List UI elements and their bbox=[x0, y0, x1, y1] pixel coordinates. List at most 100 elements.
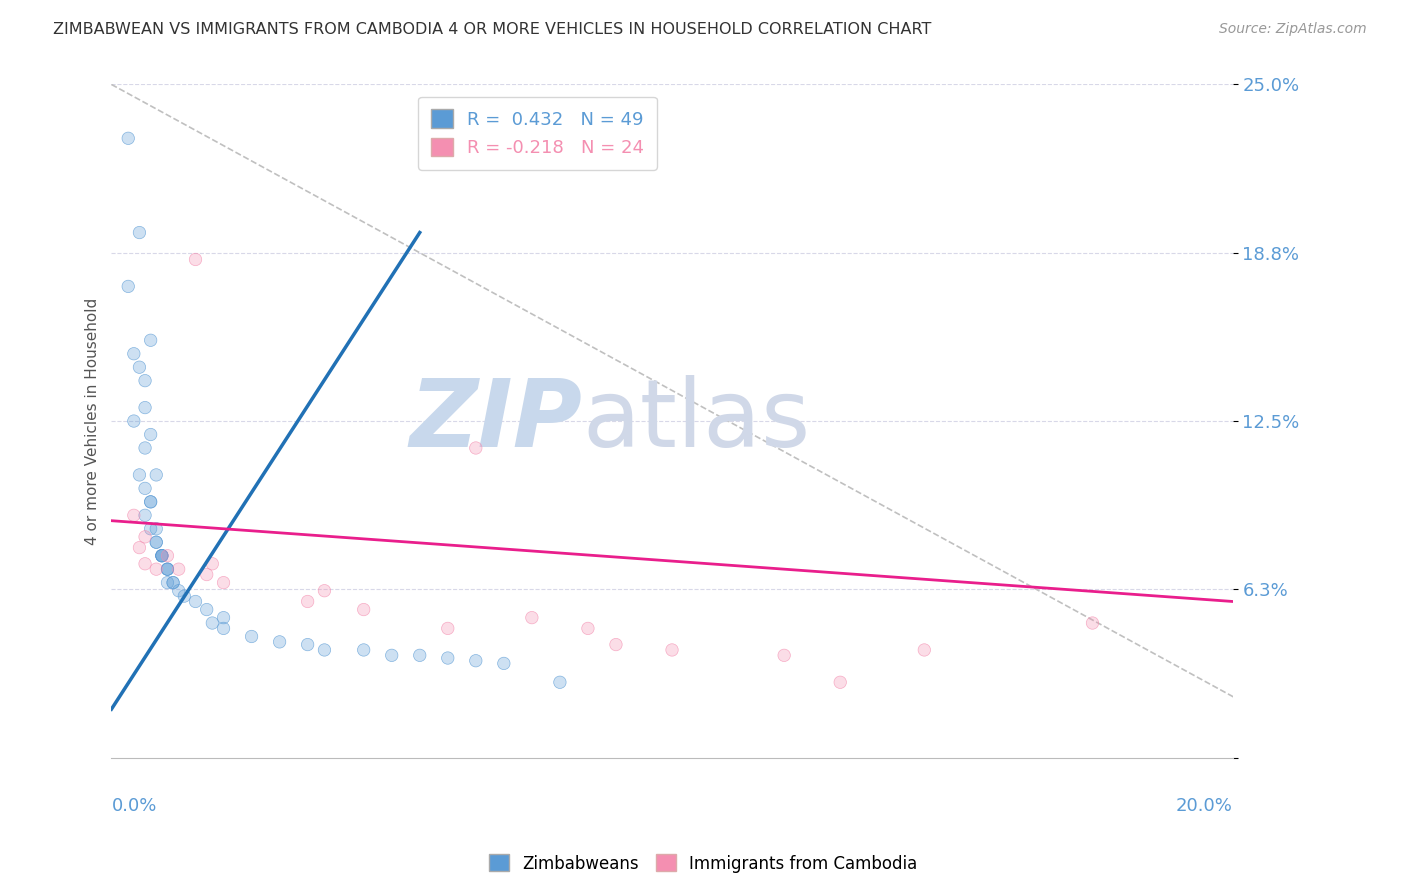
Point bbox=[201, 615, 224, 630]
Point bbox=[195, 602, 218, 616]
Point bbox=[134, 508, 156, 523]
Point bbox=[145, 522, 167, 536]
Point bbox=[548, 675, 571, 690]
Point bbox=[212, 575, 235, 590]
Point bbox=[576, 621, 599, 635]
Point bbox=[240, 630, 263, 644]
Text: atlas: atlas bbox=[582, 375, 811, 467]
Point bbox=[492, 657, 515, 671]
Point bbox=[145, 562, 167, 576]
Point bbox=[156, 549, 179, 563]
Legend: R =  0.432   N = 49, R = -0.218   N = 24: R = 0.432 N = 49, R = -0.218 N = 24 bbox=[418, 97, 657, 169]
Point bbox=[162, 575, 184, 590]
Point bbox=[297, 594, 319, 608]
Point bbox=[117, 279, 139, 293]
Point bbox=[150, 549, 173, 563]
Point bbox=[314, 583, 336, 598]
Point bbox=[139, 427, 162, 442]
Point bbox=[184, 594, 207, 608]
Point bbox=[117, 279, 139, 293]
Text: 0.0%: 0.0% bbox=[111, 797, 157, 814]
Point bbox=[195, 567, 218, 582]
Point bbox=[128, 360, 150, 375]
Point bbox=[297, 594, 319, 608]
Point bbox=[145, 535, 167, 549]
Point bbox=[145, 522, 167, 536]
Point bbox=[117, 131, 139, 145]
Point bbox=[134, 441, 156, 455]
Point bbox=[139, 495, 162, 509]
Point bbox=[212, 575, 235, 590]
Point bbox=[139, 522, 162, 536]
Point bbox=[145, 535, 167, 549]
Point bbox=[156, 549, 179, 563]
Point bbox=[605, 638, 627, 652]
Point bbox=[381, 648, 404, 663]
Point bbox=[156, 562, 179, 576]
Point bbox=[464, 654, 486, 668]
Point bbox=[139, 333, 162, 347]
Point bbox=[201, 557, 224, 571]
Point bbox=[353, 602, 375, 616]
Point bbox=[145, 562, 167, 576]
Point bbox=[134, 508, 156, 523]
Point bbox=[184, 252, 207, 267]
Point bbox=[167, 562, 190, 576]
Point bbox=[145, 467, 167, 482]
Point bbox=[134, 374, 156, 388]
Legend: Zimbabweans, Immigrants from Cambodia: Zimbabweans, Immigrants from Cambodia bbox=[482, 847, 924, 880]
Point bbox=[773, 648, 796, 663]
Point bbox=[128, 467, 150, 482]
Point bbox=[145, 535, 167, 549]
Point bbox=[150, 549, 173, 563]
Point bbox=[381, 648, 404, 663]
Y-axis label: 4 or more Vehicles in Household: 4 or more Vehicles in Household bbox=[86, 297, 100, 545]
Point bbox=[464, 654, 486, 668]
Text: 20.0%: 20.0% bbox=[1175, 797, 1233, 814]
Point bbox=[912, 643, 935, 657]
Point bbox=[134, 530, 156, 544]
Point bbox=[134, 557, 156, 571]
Point bbox=[156, 562, 179, 576]
Point bbox=[122, 414, 145, 428]
Point bbox=[134, 401, 156, 415]
Point bbox=[212, 610, 235, 624]
Point bbox=[128, 226, 150, 240]
Point bbox=[1081, 615, 1104, 630]
Point bbox=[436, 651, 458, 665]
Point bbox=[156, 575, 179, 590]
Point bbox=[184, 252, 207, 267]
Point bbox=[156, 562, 179, 576]
Point bbox=[156, 562, 179, 576]
Point bbox=[162, 575, 184, 590]
Point bbox=[156, 575, 179, 590]
Point bbox=[122, 414, 145, 428]
Point bbox=[128, 360, 150, 375]
Point bbox=[173, 589, 195, 603]
Point bbox=[122, 347, 145, 361]
Point bbox=[134, 482, 156, 496]
Point bbox=[128, 541, 150, 555]
Point bbox=[201, 615, 224, 630]
Point bbox=[134, 482, 156, 496]
Point bbox=[150, 549, 173, 563]
Point bbox=[240, 630, 263, 644]
Point bbox=[150, 549, 173, 563]
Point bbox=[464, 441, 486, 455]
Point bbox=[353, 602, 375, 616]
Point bbox=[195, 602, 218, 616]
Point bbox=[150, 549, 173, 563]
Point bbox=[145, 535, 167, 549]
Point bbox=[150, 549, 173, 563]
Point bbox=[520, 610, 543, 624]
Point bbox=[128, 467, 150, 482]
Point bbox=[661, 643, 683, 657]
Point bbox=[548, 675, 571, 690]
Point bbox=[122, 347, 145, 361]
Point bbox=[576, 621, 599, 635]
Point bbox=[297, 638, 319, 652]
Point bbox=[269, 635, 291, 649]
Point bbox=[156, 562, 179, 576]
Point bbox=[122, 508, 145, 523]
Point bbox=[150, 549, 173, 563]
